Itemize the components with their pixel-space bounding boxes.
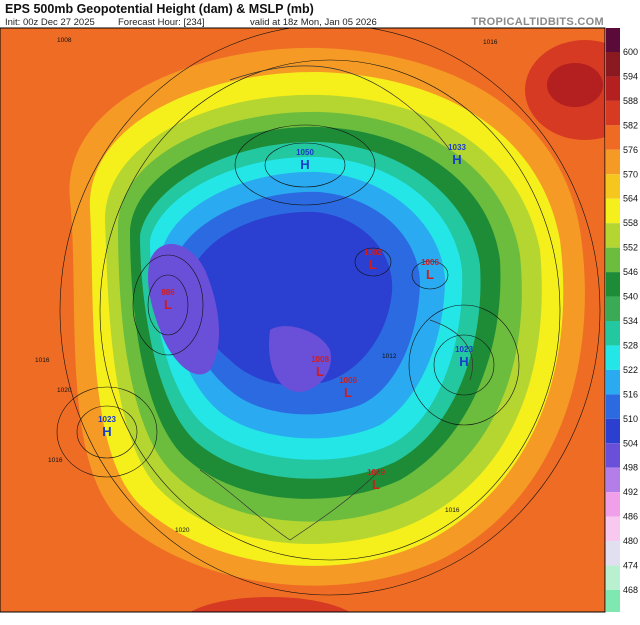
colorbar-segment — [606, 516, 620, 542]
center-letter: H — [459, 354, 468, 369]
colorbar: 600 594 588 582 576 570 564 558 552 546 540 534 528 5… — [606, 28, 638, 612]
colorbar-segment — [606, 467, 620, 493]
title: EPS 500mb Geopotential Height (dam) & MS… — [5, 2, 314, 16]
colorbar-segment — [606, 418, 620, 444]
colorbar-label: 486 — [623, 512, 638, 522]
center-value: 1009 — [367, 468, 385, 477]
colorbar-segment — [606, 125, 620, 150]
colorbar-segment — [606, 149, 620, 175]
center-value: 1023 — [455, 345, 473, 354]
center-value: 1006 — [421, 258, 439, 267]
colorbar-segment — [606, 590, 620, 612]
colorbar-segment — [606, 369, 620, 395]
colorbar-segment — [606, 345, 620, 370]
isobar-label: 1008 — [57, 37, 72, 44]
map-frame — [0, 27, 606, 613]
center-value: 1033 — [448, 143, 466, 152]
isobar-label: 1016 — [445, 507, 460, 514]
isobars — [56, 28, 601, 596]
init-time: Init: 00z Dec 27 2025 — [5, 17, 95, 28]
source: TROPICALTIDBITS.COM — [471, 16, 604, 28]
height-fill — [269, 326, 331, 392]
center-letter: L — [426, 267, 434, 282]
center-value: 1008 — [311, 355, 329, 364]
colorbar-label: 516 — [623, 389, 638, 399]
forecast-hour: Forecast Hour: [234] — [118, 17, 205, 28]
colorbar-segment — [606, 52, 620, 77]
colorbar-segment — [606, 198, 620, 224]
colorbar-segment — [606, 223, 620, 248]
colorbar-segment — [606, 492, 620, 517]
colorbar-label: 474 — [623, 561, 638, 571]
colorbar-segment — [606, 565, 620, 590]
colorbar-label: 540 — [623, 292, 638, 302]
colorbar-segment — [606, 321, 620, 346]
colorbar-segment — [606, 272, 620, 297]
colorbar-segment — [606, 296, 620, 321]
colorbar-label: 528 — [623, 340, 638, 350]
colorbar-segment — [606, 76, 620, 101]
center-value: 986 — [161, 288, 175, 297]
colorbar-segment — [606, 174, 620, 199]
colorbar-label: 558 — [623, 218, 638, 228]
colorbar-label: 510 — [623, 414, 638, 424]
isobar-label: 1012 — [382, 353, 397, 360]
height-fill — [547, 63, 603, 107]
isobar-label: 1020 — [175, 527, 190, 534]
colorbar-label: 480 — [623, 536, 638, 546]
colorbar-segment — [606, 28, 620, 52]
center-letter: L — [372, 477, 380, 492]
colorbar-label: 546 — [623, 267, 638, 277]
colorbar-label: 552 — [623, 243, 638, 253]
colorbar-label: 522 — [623, 365, 638, 375]
colorbar-segment — [606, 394, 620, 419]
isobar-labels: 1008 1016 1016 1020 1016 1020 1016 1012 — [35, 37, 498, 534]
isobar-label: 1016 — [35, 357, 50, 364]
map — [0, 28, 605, 612]
colorbar-label: 468 — [623, 585, 638, 595]
isobar-label: 1020 — [57, 387, 72, 394]
colorbar-label: 588 — [623, 96, 638, 106]
colorbar-segment — [606, 247, 620, 273]
height-fill — [189, 211, 393, 386]
center-value: 1050 — [296, 148, 314, 157]
center-letter: L — [344, 385, 352, 400]
center-value: 1002 — [364, 248, 382, 257]
center-letter: L — [369, 257, 377, 272]
colorbar-label: 534 — [623, 316, 638, 326]
colorbar-label: 492 — [623, 487, 638, 497]
colorbar-label: 570 — [623, 169, 638, 179]
center-letter: H — [102, 424, 111, 439]
colorbar-label: 600 — [623, 47, 638, 57]
center-letter: H — [300, 157, 309, 172]
colorbar-segment — [606, 100, 620, 126]
height-fill — [148, 243, 220, 375]
colorbar-segment — [606, 443, 620, 468]
colorbar-label: 594 — [623, 71, 638, 81]
colorbar-label: 504 — [623, 438, 638, 448]
colorbar-segment — [606, 541, 620, 566]
center-value: 1023 — [98, 415, 116, 424]
center-value: 1006 — [339, 376, 357, 385]
colorbar-label: 582 — [623, 120, 638, 130]
coastlines — [199, 65, 473, 541]
colorbar-label: 564 — [623, 194, 638, 204]
center-letter: H — [452, 152, 461, 167]
center-letter: L — [164, 297, 172, 312]
isobar-label: 1016 — [48, 457, 63, 464]
colorbar-label: 576 — [623, 145, 638, 155]
colorbar-label: 498 — [623, 463, 638, 473]
valid-time: valid at 18z Mon, Jan 05 2026 — [250, 17, 377, 28]
isobar-label: 1016 — [483, 39, 498, 46]
height-fill — [190, 597, 350, 612]
center-letter: L — [316, 364, 324, 379]
